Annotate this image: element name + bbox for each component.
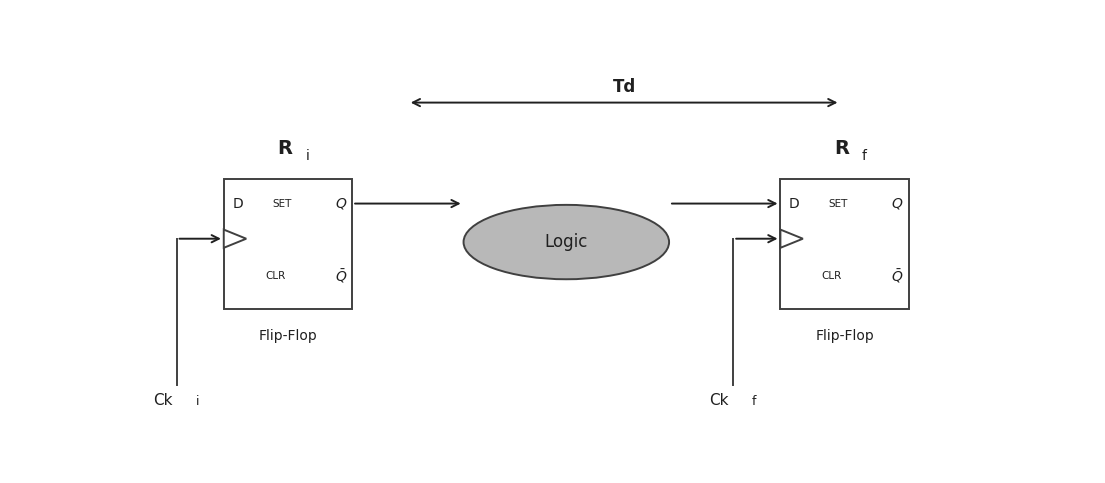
Text: $\bar{Q}$: $\bar{Q}$: [892, 268, 904, 285]
Text: Td: Td: [612, 78, 635, 96]
Text: $Q$: $Q$: [892, 196, 904, 211]
Text: D: D: [232, 197, 243, 211]
Text: i: i: [196, 395, 199, 408]
Text: $\bar{Q}$: $\bar{Q}$: [335, 268, 347, 285]
Polygon shape: [223, 229, 246, 248]
Text: Logic: Logic: [545, 233, 588, 251]
Text: R: R: [277, 140, 293, 158]
Text: Ck: Ck: [709, 393, 729, 408]
Text: i: i: [305, 149, 309, 163]
Text: Flip-Flop: Flip-Flop: [259, 329, 317, 343]
Text: SET: SET: [272, 199, 292, 209]
Text: Flip-Flop: Flip-Flop: [815, 329, 874, 343]
Text: f: f: [862, 149, 866, 163]
Text: f: f: [753, 395, 757, 408]
Ellipse shape: [464, 205, 670, 279]
Polygon shape: [780, 229, 803, 248]
Text: CLR: CLR: [265, 271, 285, 282]
Text: CLR: CLR: [822, 271, 842, 282]
Bar: [223, 179, 352, 309]
Text: $Q$: $Q$: [335, 196, 347, 211]
Text: SET: SET: [829, 199, 848, 209]
Text: R: R: [834, 140, 849, 158]
Text: D: D: [789, 197, 800, 211]
Text: Ck: Ck: [152, 393, 172, 408]
Bar: [780, 179, 908, 309]
